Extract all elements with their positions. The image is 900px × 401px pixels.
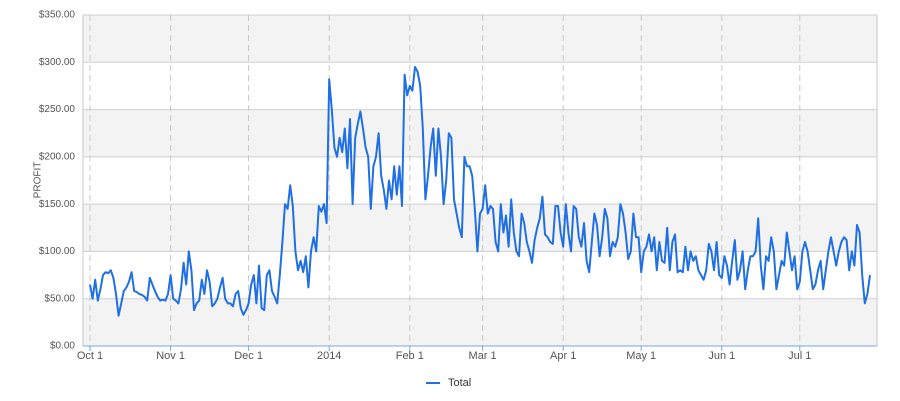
plot-band	[83, 156, 877, 205]
y-tick-label: $350.00	[39, 10, 76, 21]
y-tick-label: $0.00	[50, 341, 75, 352]
x-tick-label: 2014	[317, 350, 341, 362]
y-tick-label: $50.00	[44, 293, 75, 304]
y-tick-label: $100.00	[39, 246, 76, 257]
legend-label: Total	[448, 377, 471, 389]
x-tick-label: Mar 1	[469, 350, 497, 362]
series-line	[89, 66, 871, 317]
x-tick-label: Oct 1	[77, 350, 103, 362]
x-tick-label: May 1	[626, 350, 656, 362]
y-tick-label: $300.00	[39, 57, 76, 68]
x-tick-label: Jul 1	[788, 350, 811, 362]
y-tick-label: $200.00	[39, 151, 76, 162]
y-axis-label: PROFIT	[33, 162, 44, 199]
y-tick-label: $250.00	[39, 104, 76, 115]
x-tick-label: Dec 1	[234, 350, 263, 362]
plot-band	[83, 298, 877, 346]
plot-band	[83, 109, 877, 157]
plot-band	[83, 62, 877, 110]
x-tick-label: Feb 1	[396, 350, 424, 362]
x-tick-label: Nov 1	[156, 350, 185, 362]
x-tick-label: Apr 1	[550, 350, 576, 362]
x-tick-label: Jun 1	[708, 350, 735, 362]
plot-band	[83, 251, 877, 299]
plot-band	[83, 15, 877, 63]
y-tick-label: $150.00	[39, 199, 76, 210]
legend-item: Total	[426, 377, 471, 389]
